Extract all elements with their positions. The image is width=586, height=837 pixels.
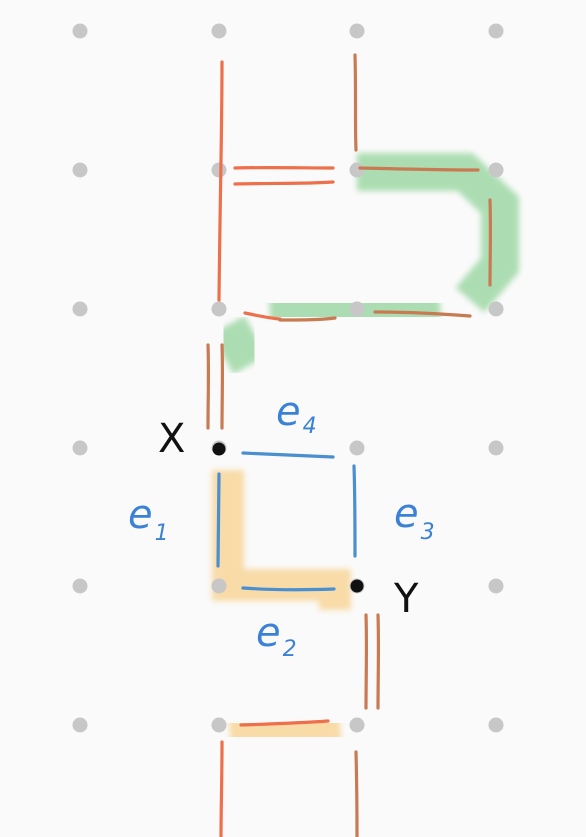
grid-dot-r0-c3 bbox=[488, 23, 504, 39]
label-e2: e2 bbox=[256, 610, 297, 662]
label-e3-base: e bbox=[394, 491, 419, 537]
grid-dot-r0-c0 bbox=[72, 23, 88, 39]
grid-dots bbox=[72, 23, 504, 733]
label-e4: e4 bbox=[276, 389, 317, 439]
label-e1: e1 bbox=[128, 492, 169, 546]
yellow-highlight-bottom-edge bbox=[228, 709, 342, 751]
edge-e3 bbox=[352, 464, 357, 558]
grid-dot-r5-c1 bbox=[211, 717, 227, 733]
grid-dot-r3-c0 bbox=[72, 440, 88, 456]
edge-orange-joint bbox=[243, 311, 282, 321]
yellow-highlight-l-shape bbox=[212, 470, 351, 610]
grid-dot-r4-c3 bbox=[488, 578, 504, 594]
label-e1-base: e bbox=[128, 492, 153, 538]
grid-dot-r2-c3 bbox=[488, 301, 504, 317]
grid-dot-r1-c2 bbox=[349, 162, 365, 178]
grid-dot-r5-c3 bbox=[488, 717, 504, 733]
grid-dot-r0-c1 bbox=[211, 23, 227, 39]
label-e2-base: e bbox=[256, 610, 281, 656]
label-e4-sub: 4 bbox=[303, 414, 317, 439]
edge-orange-bottom bbox=[239, 719, 330, 727]
point-y bbox=[350, 579, 364, 593]
grid-dot-r5-c2 bbox=[349, 717, 365, 733]
label-e1-sub: 1 bbox=[155, 521, 169, 546]
grid-dot-r4-c1 bbox=[211, 578, 227, 594]
grid-dot-r3-c3 bbox=[488, 440, 504, 456]
green-highlight-joint bbox=[211, 315, 267, 375]
edges bbox=[206, 53, 493, 837]
grid-dot-r1-c0 bbox=[72, 162, 88, 178]
grid-dot-r3-c2 bbox=[349, 440, 365, 456]
edge-brown-middle-left bbox=[278, 316, 337, 322]
label-x: X bbox=[158, 416, 185, 462]
edge-brown-middle-right bbox=[373, 310, 472, 318]
green-highlight-right-loop bbox=[357, 153, 519, 313]
edge-orange-double-bottom bbox=[233, 180, 335, 186]
label-e3-sub: 3 bbox=[421, 520, 435, 545]
label-y: Y bbox=[393, 576, 419, 622]
grid-dot-r1-c3 bbox=[488, 162, 504, 178]
label-e2-sub: 2 bbox=[283, 637, 297, 662]
edge-e1 bbox=[216, 472, 221, 568]
edge-orange-bottom-vertical bbox=[219, 740, 224, 837]
label-e4-base: e bbox=[276, 389, 301, 435]
grid-dot-r2-c2 bbox=[349, 301, 365, 317]
grid-dot-r1-c1 bbox=[211, 162, 227, 178]
edge-e4 bbox=[241, 451, 335, 459]
yellow-highlights bbox=[186, 75, 351, 837]
grid-dot-r4-c0 bbox=[72, 578, 88, 594]
edge-brown-bottom-vertical bbox=[354, 750, 359, 837]
point-x bbox=[212, 442, 226, 456]
grid-dot-r2-c1 bbox=[211, 301, 227, 317]
grid-dot-r0-c2 bbox=[349, 23, 365, 39]
grid-dot-r5-c0 bbox=[72, 717, 88, 733]
edge-e2 bbox=[241, 586, 336, 592]
grid-dot-r2-c0 bbox=[72, 301, 88, 317]
edge-brown-top-right bbox=[358, 166, 480, 172]
edge-orange-left-vertical bbox=[217, 60, 224, 302]
label-e3: e3 bbox=[394, 491, 435, 545]
edge-brown-top-stub bbox=[353, 53, 358, 152]
